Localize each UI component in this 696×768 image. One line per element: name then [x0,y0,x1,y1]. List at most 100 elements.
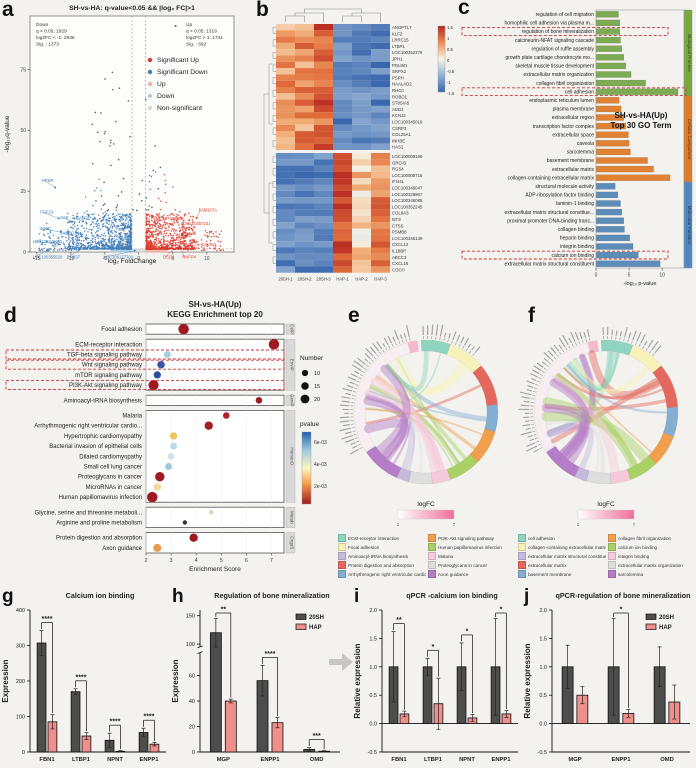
svg-text:laminin-1 binding: laminin-1 binding [556,201,594,207]
svg-text:IFI44L: IFI44L [392,179,405,184]
svg-text:COL25A1: COL25A1 [392,132,411,137]
svg-text:homophilic cell adhesion via p: homophilic cell adhesion via plasma m... [505,21,595,27]
svg-text:Sig. : 692: Sig. : 692 [186,42,207,48]
svg-text:Glycine, serine and threonine: Glycine, serine and threonine metaboli..… [35,510,143,516]
svg-text:KCNJ2: KCNJ2 [392,113,406,118]
svg-text:400: 400 [16,608,25,614]
svg-text:regulation of bone mineralizat: regulation of bone mineralization [522,29,594,35]
chord-diagram-go: logFC 1 7 [518,326,679,527]
svg-text:-5: -5 [103,256,108,262]
svg-text:DSG1: DSG1 [163,254,175,259]
svg-text:LTBP1: LTBP1 [392,44,405,49]
svg-text:LOC106177700: LOC106177700 [103,254,133,259]
chord-legend-item: Protein digestion and absorption [338,561,426,569]
svg-text:Down: Down [157,93,175,100]
svg-text:ABCC3: ABCC3 [392,255,407,260]
svg-text:HAS1: HAS1 [392,145,404,150]
svg-text:LGALS3: LGALS3 [74,215,91,220]
svg-text:EnvIP: EnvIP [290,359,295,371]
chord-legend-item: Arrhythmogenic right ventricular cardiom… [338,570,426,578]
svg-text:Significant Down: Significant Down [157,69,208,76]
svg-text:HAP: HAP [309,625,322,631]
svg-text:COCH: COCH [392,267,405,272]
svg-text:extracellular region: extracellular region [552,115,594,121]
svg-text:LOC100355520: LOC100355520 [33,254,63,259]
svg-text:Cellular Component: Cellular Component [687,119,692,160]
svg-text:40: 40 [189,699,195,705]
svg-text:q < 0.05: 1319: q < 0.05: 1319 [186,29,217,35]
svg-text:LOC100345149: LOC100345149 [392,236,423,241]
svg-text:20SH-1: 20SH-1 [278,277,293,282]
svg-text:Biological Process: Biological Process [687,34,692,72]
chord-legend-item: extracellular matrix structural constitu… [518,552,606,560]
svg-text:GRO-B: GRO-B [392,160,406,165]
svg-text:FBN1: FBN1 [391,757,407,763]
svg-text:Calcium ion binding: Calcium ion binding [66,591,135,600]
panel-go-terms: c Biological Process regulation of cell m… [458,0,696,302]
chord-legend-item: extracellular matrix [518,561,606,569]
svg-text:0.0: 0.0 [539,722,547,728]
svg-text:proximal promoter DNA-binding: proximal promoter DNA-binding trans... [507,218,594,224]
legend-swatch [428,570,436,578]
svg-text:Axon guidance: Axon guidance [102,546,142,552]
svg-text:CelP: CelP [290,324,295,334]
svg-text:CXCL16: CXCL16 [392,261,409,266]
svg-text:1.0: 1.0 [369,665,377,671]
svg-text:COL9A3: COL9A3 [392,211,409,216]
svg-text:2e-03: 2e-03 [314,484,327,490]
svg-text:Expression: Expression [171,659,180,702]
svg-text:INHBE: INHBE [392,138,405,143]
svg-text:20SH-3: 20SH-3 [316,277,331,282]
svg-text:MT3: MT3 [392,217,401,222]
svg-text:0: 0 [447,58,450,63]
svg-text:SH-vs-HA(Up): SH-vs-HA(Up) [615,111,668,120]
kegg-dot-plot: SH-vs-HA(Up)KEGG Enrichment top 20 CelP Fo… [5,300,327,573]
svg-text:CAVIN2: CAVIN2 [201,242,216,247]
svg-text:ENPP1: ENPP1 [139,757,159,763]
chord-diagram-kegg: logFC 1 7 [339,324,499,527]
svg-text:100: 100 [16,715,25,721]
svg-text:4: 4 [195,558,198,564]
svg-text:10: 10 [314,371,320,377]
svg-text:*: * [500,607,503,614]
panel-letter-g: g [2,586,14,607]
svg-text:1.5: 1.5 [539,636,547,642]
svg-text:0.5: 0.5 [369,693,377,699]
legend-swatch [608,561,616,569]
svg-text:collagen-containing extracellu: collagen-containing extracellular matrix [508,175,595,181]
svg-text:MGP: MGP [217,757,230,763]
svg-text:CSRP3: CSRP3 [392,126,407,131]
svg-text:PSMB8: PSMB8 [392,230,407,235]
svg-text:Proteoglycans in cancer: Proteoglycans in cancer [78,475,142,481]
svg-text:TGF-beta signaling pathway: TGF-beta signaling pathway [67,353,142,359]
svg-text:LOC100352378: LOC100352378 [392,50,423,55]
svg-text:LOC100346085: LOC100346085 [392,198,423,203]
svg-text:-log₁₀q-value: -log₁₀q-value [4,115,11,152]
chord-legend-item: Axon guidance [428,570,520,578]
svg-text:-log₁₀ p-value: -log₁₀ p-value [624,281,657,287]
svg-text:-0.5: -0.5 [368,750,377,756]
svg-text:Significant Up: Significant Up [157,57,199,64]
panel-letter-h: h [172,586,184,607]
legend-swatch [608,543,616,551]
svg-text:*: * [620,607,623,614]
svg-text:log2FC < -1: 2936: log2FC < -1: 2936 [36,35,75,41]
svg-text:ROBO1: ROBO1 [392,94,408,99]
chord-legend-item: ECM-receptor interaction [338,534,426,542]
svg-text:0: 0 [22,750,25,756]
svg-text:20: 20 [189,725,195,731]
svg-text:1.5: 1.5 [447,25,453,30]
svg-text:Up: Up [186,22,192,28]
svg-text:7: 7 [633,522,636,527]
legend-swatch [518,534,526,542]
svg-text:NAALAD2: NAALAD2 [392,82,412,87]
svg-text:growth plate cartilage chondro: growth plate cartilage chondrocyte mo... [505,55,594,61]
svg-text:5: 5 [220,558,223,564]
svg-text:**: ** [221,607,227,614]
svg-text:LOC100341055: LOC100341055 [33,239,63,244]
legend-swatch [608,534,616,542]
svg-text:log₂ FoldChange: log₂ FoldChange [108,258,157,265]
svg-text:LTBP1: LTBP1 [424,757,443,763]
svg-text:CTSS: CTSS [392,223,404,228]
svg-text:20SH-2: 20SH-2 [297,277,312,282]
